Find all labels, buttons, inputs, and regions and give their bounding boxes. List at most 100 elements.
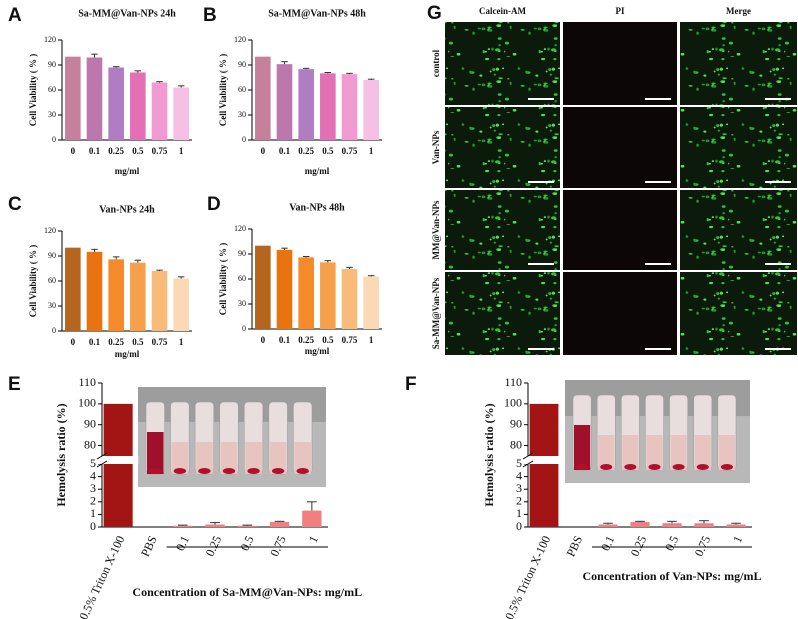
bar xyxy=(276,249,293,329)
tube-liquid xyxy=(694,435,711,470)
bar xyxy=(363,276,379,329)
y-axis-label: Hemolysis ratio (%) xyxy=(54,403,68,506)
y-tick-label: 30 xyxy=(48,301,56,310)
y-tick-label: 60 xyxy=(238,274,246,283)
break-mark xyxy=(96,460,108,468)
x-axis-label: mg/ml xyxy=(115,166,140,176)
row-label: Van-NPs xyxy=(431,130,441,164)
bar xyxy=(151,82,168,140)
x-tick-label: 1 xyxy=(179,146,184,156)
bar xyxy=(298,69,314,140)
x-tick-label: 0.1 xyxy=(279,335,291,345)
tube-pellet xyxy=(696,464,709,470)
y-tick-label: 120 xyxy=(44,226,56,235)
chart-title: Sa-MM@Van-NPs 24h xyxy=(78,8,176,19)
bar xyxy=(151,271,168,331)
y-tick-label: 90 xyxy=(84,416,96,430)
tube-liquid xyxy=(196,442,213,474)
panel-letter: B xyxy=(203,5,217,26)
x-tick-label: 0.1 xyxy=(89,146,101,156)
bar xyxy=(529,403,559,527)
bar xyxy=(86,57,103,140)
micrograph xyxy=(563,190,677,270)
bar xyxy=(130,262,146,331)
row-label: control xyxy=(431,49,441,77)
y-tick-label: 2 xyxy=(516,494,522,508)
x-tick-label: 0.1 xyxy=(598,534,617,554)
bar xyxy=(341,269,358,329)
column-header: PI xyxy=(616,6,625,16)
x-axis-label: mg/ml xyxy=(305,346,330,356)
tube-pellet xyxy=(198,468,211,474)
y-tick-label: 30 xyxy=(238,299,246,308)
y-tick-label: 110 xyxy=(78,375,96,389)
x-tick-label: 0.75 xyxy=(152,337,168,347)
x-tick-label: 0.25 xyxy=(628,534,650,559)
y-tick-label: 0 xyxy=(52,326,56,335)
tube-liquid xyxy=(646,435,663,470)
y-tick-label: 60 xyxy=(48,276,56,285)
y-tick-label: 100 xyxy=(504,396,522,410)
bar xyxy=(103,403,133,527)
y-tick-label: 5 xyxy=(90,456,96,470)
bar xyxy=(237,525,257,527)
tube-pellet xyxy=(672,464,685,470)
y-tick-label: 110 xyxy=(504,375,522,389)
y-tick-label: 0 xyxy=(242,135,246,144)
bar xyxy=(276,64,293,140)
micrograph xyxy=(680,22,797,105)
tube-liquid xyxy=(294,442,311,474)
y-tick-label: 30 xyxy=(48,110,56,119)
y-tick-label: 3 xyxy=(90,481,96,495)
tube-pellet xyxy=(624,464,637,470)
bar xyxy=(363,80,379,140)
chart-title: Van-NPs 48h xyxy=(289,202,345,213)
row-label: Sa-MM@Van-NPs xyxy=(431,277,441,349)
y-tick-label: 100 xyxy=(78,396,96,410)
y-tick-label: 60 xyxy=(238,85,246,94)
x-tick-label: 1 xyxy=(369,335,374,345)
y-tick-label: 5 xyxy=(516,456,522,470)
micrograph xyxy=(445,272,560,355)
chart-title: Van-NPs 24h xyxy=(99,204,155,215)
break-mark xyxy=(96,452,108,460)
x-tick-label: 1 xyxy=(179,337,184,347)
tube-liquid xyxy=(269,442,287,474)
break-mark xyxy=(522,452,534,460)
bar xyxy=(598,524,618,527)
micrograph xyxy=(563,22,677,105)
y-tick-label: 2 xyxy=(90,494,96,508)
micrograph xyxy=(563,107,677,188)
y-tick-label: 120 xyxy=(234,35,246,44)
x-tick-label: 0.5 xyxy=(237,534,256,554)
bar xyxy=(630,521,650,527)
tube-liquid xyxy=(622,435,639,470)
x-tick-label: 0.1 xyxy=(89,337,101,347)
panel-letter: E xyxy=(8,374,21,395)
y-axis-label: Cell Viability ( % ) xyxy=(218,54,228,127)
y-tick-label: 90 xyxy=(510,416,522,430)
x-tick-label: 0.5 xyxy=(322,335,334,345)
x-tick-label: PBS xyxy=(138,534,160,559)
y-tick-label: 80 xyxy=(510,437,522,451)
bar xyxy=(255,245,271,329)
x-tick-label: PBS xyxy=(563,534,585,559)
y-tick-label: 4 xyxy=(516,468,522,482)
x-tick-label: 0.25 xyxy=(203,534,225,559)
y-tick-label: 3 xyxy=(516,481,522,495)
y-tick-label: 0 xyxy=(242,324,246,333)
y-tick-label: 90 xyxy=(238,60,246,69)
bar xyxy=(694,523,714,527)
tube-pellet xyxy=(271,468,285,474)
bar xyxy=(173,278,189,331)
x-tick-label: 1 xyxy=(369,146,374,156)
x-tick-label: 0.5% Triton X-100 xyxy=(76,534,127,619)
x-tick-label: 0.25 xyxy=(298,335,314,345)
tube-pellet xyxy=(576,464,589,470)
x-tick-label: 0.25 xyxy=(108,337,124,347)
tube-liquid xyxy=(171,442,189,474)
x-tick-label: 0.5 xyxy=(132,337,144,347)
tube-pellet xyxy=(600,464,613,470)
x-tick-label: 0 xyxy=(261,335,266,345)
